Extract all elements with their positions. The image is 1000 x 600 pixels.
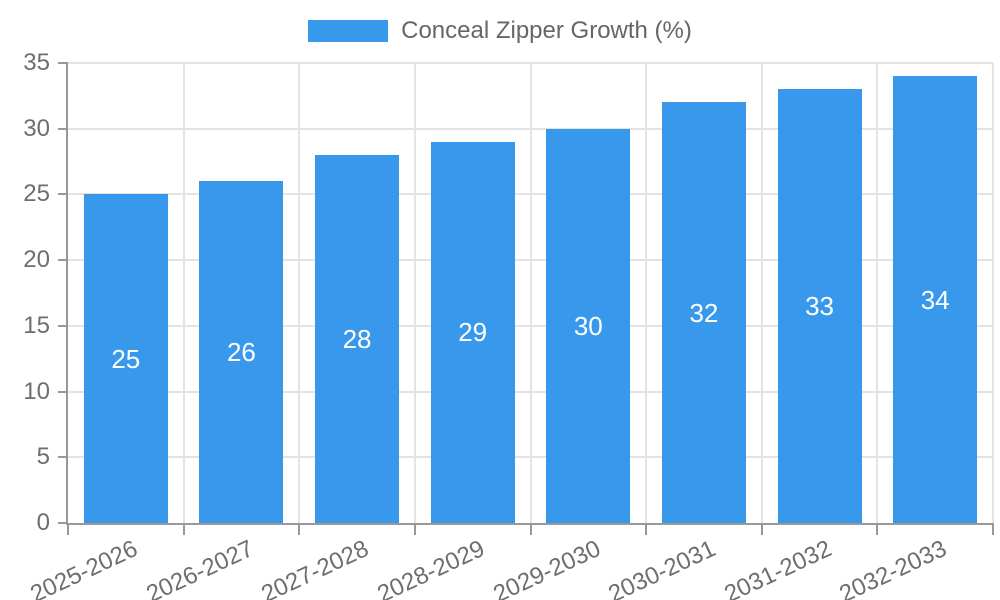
x-tick-label: 2030-2031 (604, 535, 720, 600)
bar-value-label: 34 (920, 284, 950, 315)
y-tick-label: 30 (23, 114, 50, 142)
y-axis-line (66, 63, 68, 523)
bar-value-label: 30 (573, 310, 603, 341)
y-tick-mark (58, 324, 68, 327)
x-tick-label: 2027-2028 (257, 535, 374, 600)
legend-swatch (308, 20, 389, 42)
bar-value-label: 33 (805, 291, 835, 322)
x-tick-mark (182, 523, 185, 535)
bar-value-label: 26 (226, 337, 256, 368)
x-tick-label: 2026-2027 (141, 535, 258, 600)
legend-label: Conceal Zipper Growth (%) (401, 17, 692, 44)
bar-2029-2030[interactable]: 30 (546, 128, 631, 523)
x-tick-label: 2029-2030 (488, 535, 605, 600)
bar-2028-2029[interactable]: 29 (430, 141, 515, 523)
y-tick-label: 15 (23, 311, 50, 339)
bar-2030-2031[interactable]: 32 (661, 102, 746, 523)
x-tick-label: 2025-2026 (26, 535, 142, 600)
y-tick-label: 0 (36, 509, 50, 536)
gridline-vertical (645, 63, 648, 523)
y-tick-mark (58, 390, 68, 393)
x-tick-mark (645, 523, 648, 535)
y-tick-label: 20 (23, 246, 50, 274)
gridline-vertical (876, 63, 879, 523)
bar-value-label: 28 (342, 324, 372, 354)
y-tick-mark (58, 259, 68, 262)
x-tick-label: 2028-2029 (373, 535, 489, 600)
x-tick-mark (760, 523, 763, 535)
x-tick-mark (992, 523, 994, 535)
x-tick-mark (529, 523, 532, 535)
plot-area: 25 26 28 29 30 32 33 34 (66, 62, 994, 525)
bar-2031-2032[interactable]: 33 (777, 89, 862, 523)
bar-value-label: 25 (111, 343, 141, 374)
gridline-vertical (298, 63, 301, 523)
x-tick-label: 2031-2032 (720, 535, 836, 600)
bar-2025-2026[interactable]: 25 (83, 194, 168, 523)
y-tick-label: 10 (23, 377, 50, 405)
gridline-vertical (760, 63, 763, 523)
y-tick-mark (58, 127, 68, 130)
gridline-vertical (529, 63, 532, 523)
y-tick-mark (58, 456, 68, 459)
y-tick-label: 25 (23, 180, 50, 208)
legend[interactable]: Conceal Zipper Growth (%) (0, 19, 1000, 43)
bar-value-label: 29 (458, 317, 488, 348)
y-tick-mark (58, 193, 68, 196)
bar-value-label: 32 (689, 297, 719, 328)
y-tick-mark (58, 62, 68, 64)
x-tick-mark (413, 523, 416, 535)
gridline-vertical (992, 63, 994, 523)
bar-2032-2033[interactable]: 34 (893, 76, 978, 523)
bar-2027-2028[interactable]: 28 (315, 155, 400, 523)
x-tick-label: 2032-2033 (835, 535, 952, 600)
x-tick-mark (298, 523, 301, 535)
bar-2026-2027[interactable]: 26 (199, 181, 284, 523)
y-tick-label: 5 (36, 443, 50, 471)
gridline-vertical (413, 63, 416, 523)
y-tick-label: 35 (23, 49, 50, 76)
gridline-vertical (182, 63, 185, 523)
y-tick-mark (58, 522, 68, 524)
x-tick-mark (67, 523, 69, 535)
x-tick-mark (876, 523, 879, 535)
